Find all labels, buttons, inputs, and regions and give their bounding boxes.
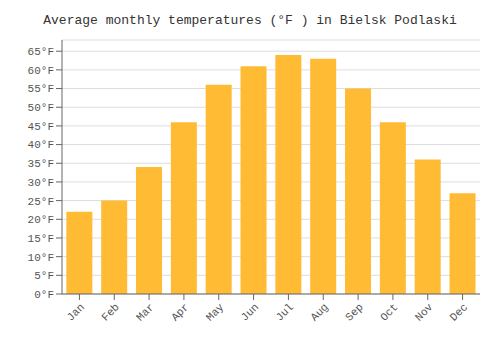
svg-text:35°F: 35°F [28,158,54,170]
svg-text:20°F: 20°F [28,214,54,226]
html-text:Average monthly temperatures (: Average monthly temperatures (°F ) in Bi… [43,13,457,28]
svg-text:Feb: Feb [99,301,121,323]
svg-text:30°F: 30°F [28,177,54,189]
svg-text:Sep: Sep [343,301,365,323]
svg-text:Dec: Dec [448,301,470,323]
svg-text:Oct: Oct [378,301,400,323]
svg-text:50°F: 50°F [28,102,54,114]
svg-text:25°F: 25°F [28,196,54,208]
svg-text:0°F: 0°F [34,289,54,301]
svg-text:60°F: 60°F [28,65,54,77]
svg-text:Apr: Apr [169,301,191,323]
svg-text:Jan: Jan [65,301,87,323]
svg-text:55°F: 55°F [28,83,54,95]
svg-text:10°F: 10°F [28,252,54,264]
svg-text:May: May [204,301,227,324]
svg-text:Aug: Aug [308,301,330,323]
svg-text:65°F: 65°F [28,46,54,58]
svg-text:Mar: Mar [134,301,156,323]
svg-text:40°F: 40°F [28,139,54,151]
svg-text:Jun: Jun [239,301,261,323]
svg-text:Jul: Jul [274,301,296,323]
svg-text:45°F: 45°F [28,121,54,133]
svg-text:15°F: 15°F [28,233,54,245]
svg-text:Nov: Nov [413,301,436,324]
svg-text:5°F: 5°F [34,270,54,282]
